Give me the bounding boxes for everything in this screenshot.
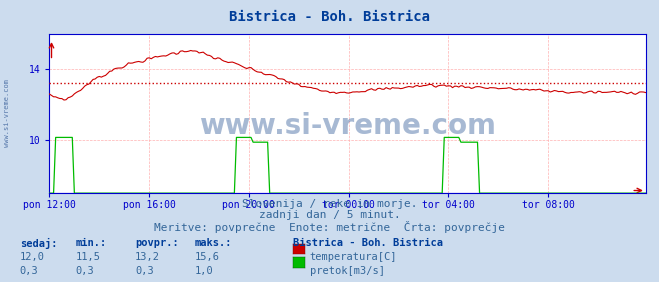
- Text: 0,3: 0,3: [20, 266, 38, 276]
- Text: 11,5: 11,5: [76, 252, 101, 262]
- Text: pretok[m3/s]: pretok[m3/s]: [310, 266, 385, 276]
- Text: temperatura[C]: temperatura[C]: [310, 252, 397, 262]
- Text: www.si-vreme.com: www.si-vreme.com: [199, 112, 496, 140]
- Text: Bistrica - Boh. Bistrica: Bistrica - Boh. Bistrica: [293, 238, 444, 248]
- Text: Bistrica - Boh. Bistrica: Bistrica - Boh. Bistrica: [229, 10, 430, 24]
- Text: 0,3: 0,3: [135, 266, 154, 276]
- Text: povpr.:: povpr.:: [135, 238, 179, 248]
- Text: Slovenija / reke in morje.: Slovenija / reke in morje.: [242, 199, 417, 209]
- Text: sedaj:: sedaj:: [20, 238, 57, 249]
- Text: 15,6: 15,6: [194, 252, 219, 262]
- Text: 1,0: 1,0: [194, 266, 213, 276]
- Text: www.si-vreme.com: www.si-vreme.com: [3, 79, 10, 147]
- Text: Meritve: povprečne  Enote: metrične  Črta: povprečje: Meritve: povprečne Enote: metrične Črta:…: [154, 221, 505, 233]
- Text: maks.:: maks.:: [194, 238, 232, 248]
- Text: 0,3: 0,3: [76, 266, 94, 276]
- Text: 13,2: 13,2: [135, 252, 160, 262]
- Text: 12,0: 12,0: [20, 252, 45, 262]
- Text: min.:: min.:: [76, 238, 107, 248]
- Text: zadnji dan / 5 minut.: zadnji dan / 5 minut.: [258, 210, 401, 220]
